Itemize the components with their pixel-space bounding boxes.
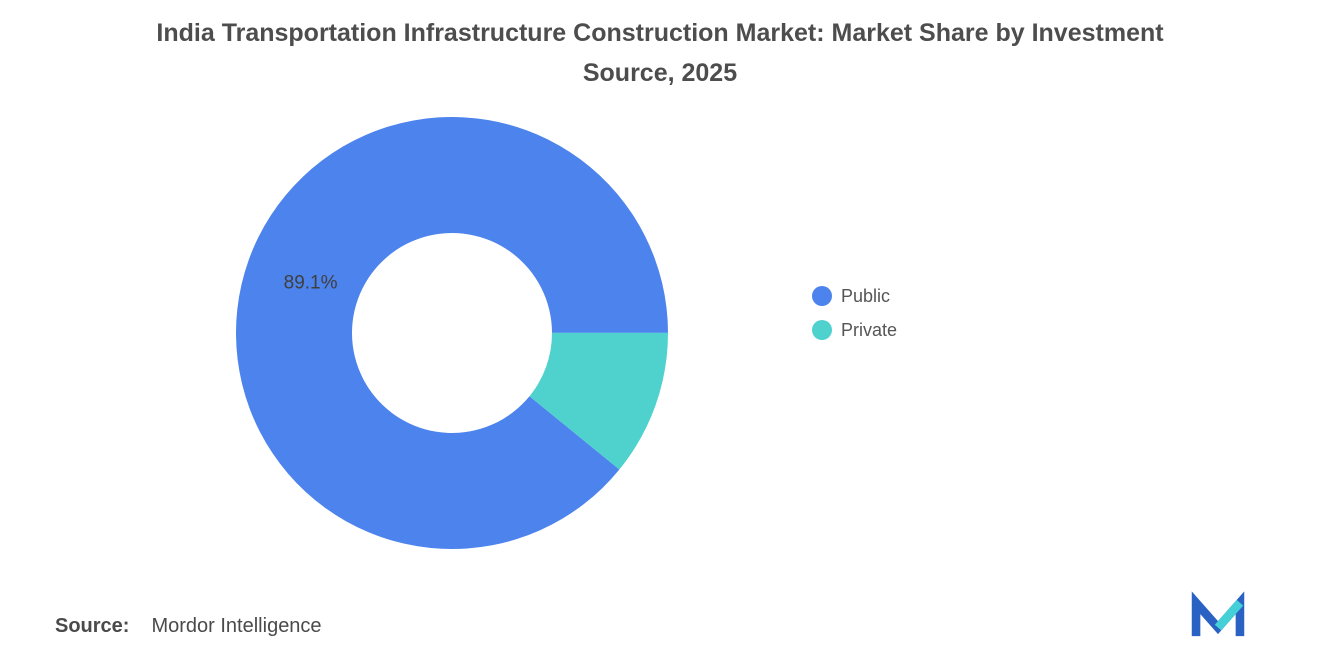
- source-label: Source:: [55, 615, 130, 637]
- legend-label-public: Public: [841, 285, 891, 306]
- legend-item-public[interactable]: Public: [812, 285, 897, 307]
- source-note: Source: Mordor Intelligence: [55, 615, 322, 638]
- legend-label-private: Private: [841, 319, 898, 340]
- legend-swatch-public: [812, 286, 832, 306]
- legend-swatch-private: [812, 320, 832, 340]
- slice-data-label: 89.1%: [284, 273, 338, 294]
- mordor-intelligence-logo: [1191, 591, 1245, 637]
- chart-legend: Public Private: [812, 285, 897, 353]
- logo-teal-stroke: [1214, 599, 1244, 631]
- donut-slice-private[interactable]: [529, 332, 668, 470]
- donut-chart: 89.1%: [235, 117, 668, 549]
- legend-item-private[interactable]: Private: [812, 319, 897, 341]
- source-value: Mordor Intelligence: [151, 615, 322, 637]
- donut-slice-public[interactable]: [235, 117, 668, 549]
- chart-title: India Transportation Infrastructure Cons…: [156, 19, 1164, 87]
